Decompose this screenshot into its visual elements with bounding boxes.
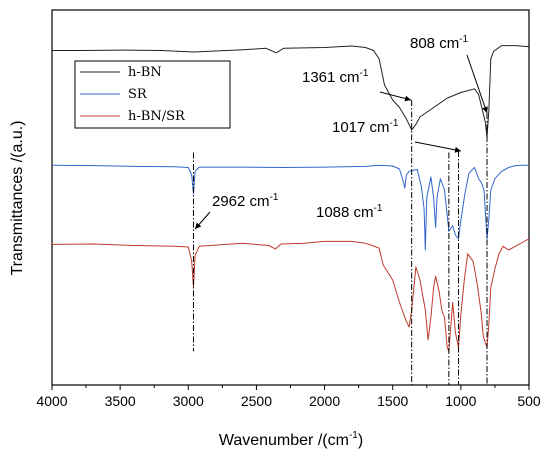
series-line-sr (51, 164, 529, 251)
series-line-h-bn-sr (51, 238, 530, 352)
peak-label-2962: 2962 cm-1 (212, 192, 279, 210)
legend: h-BN SR h-BN/SR (74, 60, 231, 129)
peak-label-1017: 1017 cm-1 (332, 118, 399, 136)
peak-arrow-808 (466, 54, 488, 114)
peak-label-808: 808 cm-1 (410, 34, 469, 52)
x-tick-label-3500: 3500 (105, 393, 136, 409)
x-tick-label-4000: 4000 (36, 393, 67, 409)
peak-label-1361: 1361 cm-1 (302, 68, 369, 86)
x-axis-title-main: Wavenumber /(cm (219, 432, 349, 449)
peak-arrow-1017 (414, 141, 462, 153)
x-tick-label-1500: 1500 (377, 393, 408, 409)
x-tick-label-2000: 2000 (309, 393, 340, 409)
annotation-layer: 808 cm-1 1361 cm-1 1017 cm-1 2962 cm-1 1088 … (192, 34, 488, 385)
legend-label-h-bn-sr: h-BN/SR (128, 109, 186, 124)
x-axis-title: Wavenumber /(cm-1) (219, 430, 363, 449)
series-layer (51, 45, 530, 352)
peak-arrow-2962 (194, 211, 211, 230)
x-tick-label-1000: 1000 (445, 393, 476, 409)
x-axis-ticks: 4000 3500 3000 2500 2000 1500 1000 500 (36, 385, 541, 409)
x-tick-label-2500: 2500 (241, 393, 272, 409)
peak-label-1088: 1088 cm-1 (316, 203, 383, 221)
x-tick-label-3000: 3000 (173, 393, 204, 409)
x-tick-label-500: 500 (517, 393, 541, 409)
legend-label-sr: SR (128, 87, 148, 102)
x-axis-title-sup: -1 (349, 430, 358, 441)
legend-label-h-bn: h-BN (128, 65, 162, 80)
x-axis-title-tail: ) (358, 432, 363, 449)
y-axis-title: Transmittances /(a.u.) (9, 120, 26, 275)
peak-arrow-1361 (379, 91, 412, 102)
series-line-h-bn (52, 45, 530, 138)
